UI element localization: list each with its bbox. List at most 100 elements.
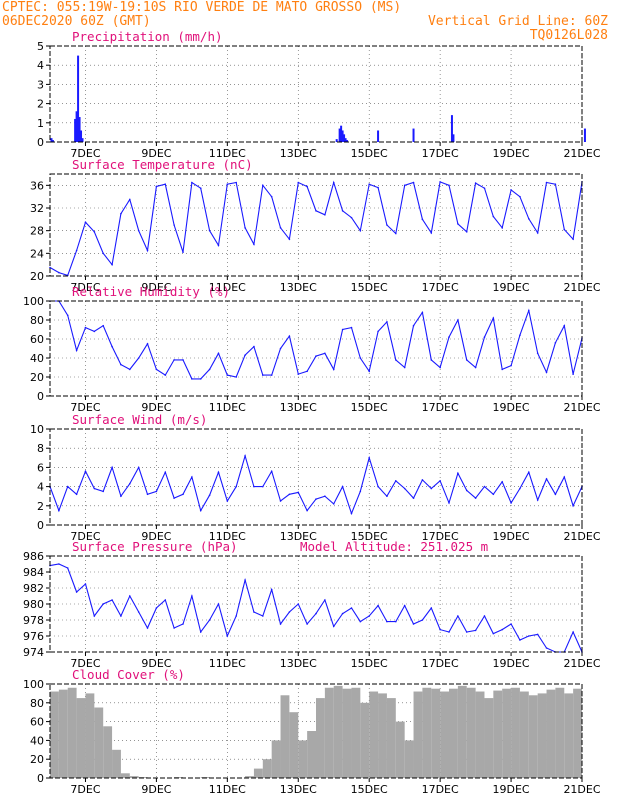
precip-bar [340, 125, 343, 142]
pressure-point [111, 599, 113, 601]
cloud-cover-bar [316, 698, 325, 778]
cloud-cover-bar [360, 702, 370, 778]
humidity-point [235, 376, 237, 378]
wind-point [244, 455, 246, 457]
y-tick-label: 0 [37, 772, 44, 785]
cloud-cover-bar [449, 688, 458, 778]
x-tick-label: 17DEC [422, 281, 459, 294]
panel-cloud-cover: 0 20 40 60 80 100 7DEC 9DEC 11DEC 13DEC 15DEC 17DEC… [23, 667, 601, 796]
x-tick-label: 19DEC [493, 147, 530, 160]
temperature-point [483, 187, 486, 189]
y-tick-label: 8 [37, 442, 44, 455]
pressure-point [235, 615, 237, 617]
precip-bar [81, 138, 84, 142]
humidity-point [386, 321, 388, 323]
y-tick-label: 80 [30, 314, 44, 327]
x-tick-label: 17DEC [422, 657, 459, 670]
temperature-point [519, 195, 521, 198]
panel-frame [49, 683, 583, 779]
header-grid-note: Vertical Grid Line: 60Z [427, 14, 608, 29]
temperature-point [235, 181, 237, 184]
x-tick-label: 17DEC [422, 783, 459, 796]
wind-point [563, 476, 566, 478]
humidity-point [217, 352, 220, 355]
wind-point [84, 470, 87, 473]
panel-title: Surface Temperature (nC) [72, 157, 253, 172]
temperature-point [341, 210, 344, 212]
temperature-point [572, 238, 574, 240]
temperature-point [403, 184, 406, 187]
x-tick-label: 11DEC [209, 783, 246, 796]
temperature-point [182, 251, 184, 253]
cloud-cover-bar [431, 688, 441, 778]
temperature-point [350, 216, 353, 219]
humidity-point [93, 330, 96, 333]
temperature-point [102, 252, 104, 255]
pressure-point [315, 612, 317, 615]
temperature-point [49, 266, 51, 269]
humidity-point [288, 335, 291, 337]
wind-point [58, 509, 60, 512]
pressure-point [217, 603, 220, 605]
humidity-point [111, 345, 113, 348]
humidity-point [102, 324, 104, 327]
panel-temperature: 20 24 28 32 36 7DEC 9DEC 11DEC 13DEC 15DEC 17DEC 19… [30, 157, 601, 294]
wind-point [439, 480, 441, 482]
pressure-point [448, 631, 450, 633]
x-tick-label: 21DEC [563, 530, 600, 543]
temperature-point [120, 212, 122, 215]
humidity-point [146, 342, 149, 345]
panel-title: Surface Pressure (hPa) [72, 539, 238, 554]
y-tick-label: 40 [30, 734, 44, 747]
wind-point [545, 478, 548, 480]
header-station: CPTEC: 055:19W-19:10S RIO VERDE DE MATO … [2, 0, 402, 15]
temperature-point [297, 181, 300, 184]
pressure-point [439, 628, 441, 631]
pressure-point [164, 599, 167, 601]
temperature-point [377, 186, 379, 189]
x-tick-label: 11DEC [209, 281, 246, 294]
wind-point [483, 485, 486, 488]
pressure-point [528, 635, 530, 637]
temperature-point [306, 185, 308, 188]
temperature-point [146, 249, 149, 252]
wind-point [350, 512, 353, 515]
wind-point [430, 487, 433, 490]
humidity-point [448, 336, 450, 338]
temperature-point [439, 181, 441, 183]
x-tick-label: 21DEC [563, 147, 600, 160]
x-tick-label: 7DEC [70, 657, 100, 670]
humidity-point [332, 368, 335, 371]
temperature-point [262, 184, 264, 187]
precip-bar [341, 130, 344, 142]
temperature-point [270, 195, 273, 198]
panel-frame [49, 173, 583, 277]
pressure-point [270, 588, 273, 591]
panel-title: Cloud Cover (%) [72, 667, 185, 682]
temperature-point [545, 181, 548, 184]
y-tick-label: 100 [23, 295, 44, 308]
temperature-point [536, 232, 539, 234]
x-tick-label: 7DEC [70, 147, 100, 160]
cloud-cover-bar [271, 740, 281, 778]
y-tick-label: 976 [23, 630, 44, 643]
cloud-cover-bar [378, 693, 387, 778]
wind-point [448, 502, 450, 504]
y-tick-label: 984 [23, 566, 44, 579]
y-tick-label: 978 [23, 614, 44, 627]
cloud-cover-bar [413, 691, 423, 778]
cloud-cover-bar [369, 691, 379, 778]
pressure-point [368, 615, 371, 617]
x-tick-label: 11DEC [209, 657, 246, 670]
cloud-cover-bar [484, 698, 494, 778]
cloud-cover-bar [457, 685, 467, 778]
temperature-point [111, 263, 113, 266]
cloud-cover-bar [50, 691, 59, 778]
temperature-point [332, 181, 335, 184]
humidity-point [208, 368, 211, 371]
humidity-point [120, 363, 122, 366]
temperature-point [208, 229, 211, 232]
cloud-cover-bar [120, 773, 130, 778]
x-tick-label: 19DEC [493, 281, 530, 294]
panel-humidity: 0 20 40 60 80 100 7DEC 9DEC 11DEC 13DEC 15DEC 17DEC… [23, 284, 601, 414]
